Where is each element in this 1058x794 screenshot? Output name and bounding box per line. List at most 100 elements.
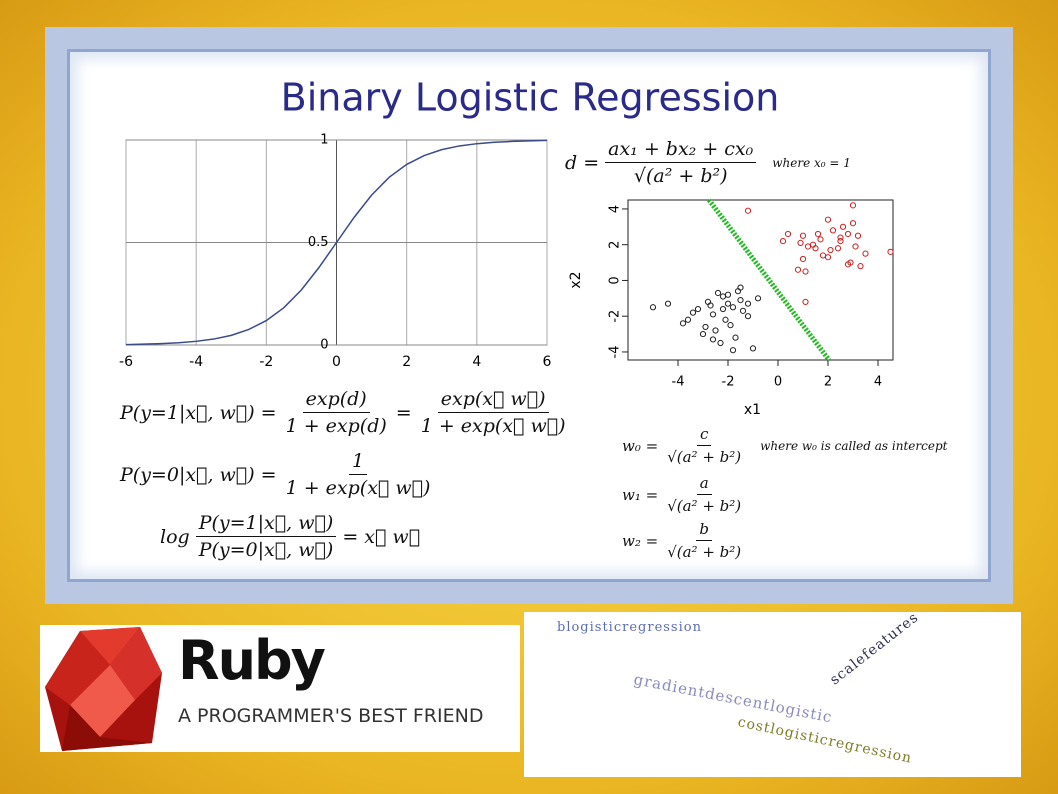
logo-tagline: A PROGRAMMER'S BEST FRIEND (178, 705, 484, 727)
point (857, 263, 864, 270)
point (724, 300, 732, 307)
fraction: b √(a² + b²) (664, 520, 744, 561)
x-tick-label: 6 (543, 354, 552, 370)
denominator: √(a² + b²) (633, 165, 728, 187)
equation: P(y=1|x⃗, w⃗) = exp(d) 1 + exp(d) = exp(x⃗ w… (120, 388, 569, 437)
denominator: √(a² + b²) (667, 448, 742, 466)
numerator: exp(x⃗ w⃗) (437, 388, 549, 413)
point (664, 300, 672, 307)
gem-facet (62, 705, 152, 751)
point (784, 230, 792, 238)
point (749, 345, 757, 352)
gem-facet (110, 627, 162, 700)
fraction: ax₁ + bx₂ + cx₀ √(a² + b²) (605, 138, 757, 187)
y-tick-label: -2 (608, 310, 623, 323)
x-tick-label: 2 (824, 375, 832, 390)
point (799, 232, 807, 239)
point (737, 297, 744, 304)
x-tick-label: 2 (402, 354, 411, 370)
denominator: √(a² + b²) (667, 543, 742, 561)
x-tick-label: 0 (332, 354, 341, 370)
equation: w₀ = c √(a² + b²) where w₀ is called as int… (622, 425, 947, 466)
point (719, 293, 727, 300)
point (744, 207, 752, 214)
equation-text: = x⃗ w⃗ (342, 525, 421, 548)
cloud-word: gradientdescentlogistic (632, 670, 834, 727)
word-cloud: blogisticregression scalefeatures gradie… (524, 609, 1021, 777)
cloud-word: blogisticregression (557, 620, 702, 635)
equation-text: log (160, 525, 190, 548)
cloud-word: scalefeatures (827, 609, 922, 689)
point (739, 307, 747, 314)
y-tick-label: -4 (608, 345, 623, 358)
point (817, 236, 824, 243)
point (649, 304, 657, 311)
gem-facet (45, 631, 110, 705)
point (684, 316, 692, 323)
gem-facet (70, 665, 135, 737)
point (729, 347, 737, 354)
fraction: P(y=1|x⃗, w⃗) P(y=0|x⃗, w⃗) (195, 512, 337, 561)
y-axis-label: x2 (568, 271, 584, 288)
point (827, 246, 834, 254)
equation-text: P(y=0|x⃗, w⃗) = (120, 463, 277, 486)
equation: w₂ = b √(a² + b²) (622, 520, 744, 561)
numerator: a (696, 474, 712, 495)
x-tick-label: -2 (722, 375, 735, 390)
point (719, 305, 727, 313)
point (829, 227, 837, 234)
point (679, 320, 687, 327)
point (744, 313, 752, 320)
point (849, 202, 857, 209)
point (799, 255, 807, 263)
ruby-gem (45, 627, 162, 751)
point (839, 223, 847, 230)
numerator: ax₁ + bx₂ + cx₀ (605, 138, 757, 163)
point (834, 245, 842, 252)
equation-text: w₂ = (622, 531, 659, 550)
denominator: 1 + exp(x⃗ w⃗) (285, 477, 431, 499)
point (794, 266, 802, 273)
denominator: √(a² + b²) (667, 497, 742, 515)
numerator: 1 (348, 450, 368, 475)
point (824, 216, 832, 223)
x-tick-label: -6 (119, 354, 133, 370)
point (802, 268, 809, 275)
x-axis-label: x1 (744, 402, 761, 418)
equation-text: w₁ = (622, 485, 659, 504)
numerator: P(y=1|x⃗, w⃗) (195, 512, 337, 537)
point (844, 261, 852, 268)
equation: d = ax₁ + bx₂ + cx₀ √(a² + b²) where x₀ = 1 (565, 138, 851, 187)
gem-facet (80, 627, 140, 665)
x-tick-label: 4 (874, 375, 882, 390)
point (744, 300, 752, 307)
y-tick-label: 2 (608, 241, 623, 249)
logo-name: Ruby (178, 629, 326, 692)
point (824, 254, 832, 261)
equation-text: where x₀ = 1 (772, 155, 851, 170)
numerator: exp(d) (302, 388, 370, 413)
point (809, 241, 817, 248)
point (814, 230, 822, 238)
point (707, 302, 714, 309)
numerator: c (696, 425, 712, 446)
point (754, 295, 762, 302)
point (802, 298, 809, 305)
point (732, 334, 739, 341)
y-tick-label: 1 (320, 133, 328, 148)
point (724, 291, 732, 298)
y-tick-label: 0 (320, 338, 328, 353)
point (729, 304, 737, 311)
point (702, 323, 709, 331)
fraction: c √(a² + b²) (664, 425, 744, 466)
y-tick-label: 0 (608, 276, 623, 284)
fraction: exp(d) 1 + exp(d) (283, 388, 390, 437)
x-tick-label: -2 (259, 354, 273, 370)
x-tick-label: 4 (472, 354, 481, 370)
point (837, 238, 844, 245)
equation-text: d = (565, 151, 600, 174)
x-tick-label: 0 (774, 375, 782, 390)
fraction: exp(x⃗ w⃗) 1 + exp(x⃗ w⃗) (418, 388, 569, 437)
